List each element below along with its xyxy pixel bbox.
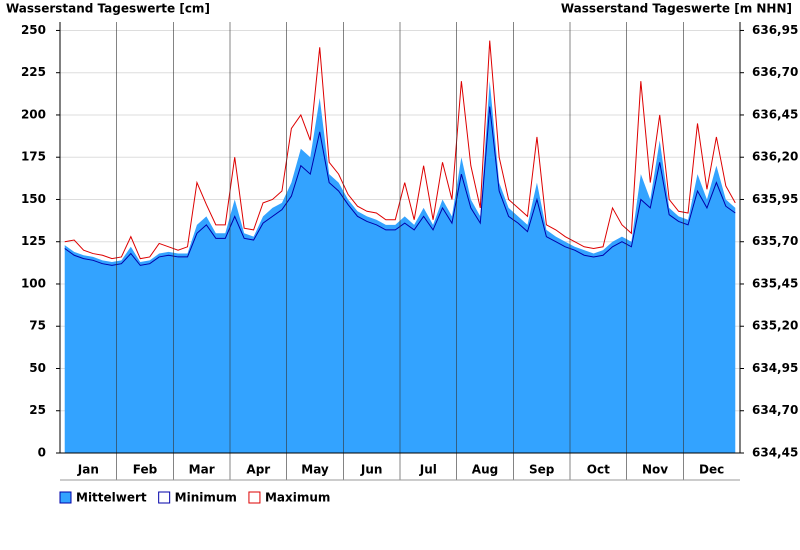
x-tick-label: Feb xyxy=(133,463,158,477)
y2-tick-label: 636,70 xyxy=(752,65,798,79)
x-tick-label: Jun xyxy=(360,463,383,477)
y-tick-label: 100 xyxy=(21,276,46,290)
x-tick-label: May xyxy=(301,463,329,477)
x-tick-label: Mar xyxy=(189,463,215,477)
y2-tick-label: 634,45 xyxy=(752,446,798,460)
y-tick-label: 125 xyxy=(21,234,46,248)
y-tick-label: 225 xyxy=(21,65,46,79)
legend-label: Minimum xyxy=(175,491,237,505)
y-tick-label: 50 xyxy=(29,361,46,375)
y-tick-label: 75 xyxy=(29,319,46,333)
y2-tick-label: 634,95 xyxy=(752,361,798,375)
legend-swatch xyxy=(158,491,171,504)
x-tick-label: Apr xyxy=(246,463,270,477)
y2-tick-label: 635,45 xyxy=(752,276,798,290)
x-tick-label: Sep xyxy=(529,463,555,477)
y2-tick-label: 635,20 xyxy=(752,319,798,333)
x-tick-label: Aug xyxy=(472,463,498,477)
y2-tick-label: 634,70 xyxy=(752,403,798,417)
y2-tick-label: 636,20 xyxy=(752,150,798,164)
y-tick-label: 150 xyxy=(21,192,46,206)
y2-tick-label: 635,70 xyxy=(752,234,798,248)
legend-swatch xyxy=(248,491,261,504)
legend-swatch xyxy=(59,491,72,504)
y-tick-label: 175 xyxy=(21,150,46,164)
x-tick-label: Jul xyxy=(419,463,437,477)
x-tick-label: Jan xyxy=(77,463,99,477)
y-tick-label: 25 xyxy=(29,403,46,417)
y2-tick-label: 636,95 xyxy=(752,23,798,37)
y-tick-label: 0 xyxy=(38,446,46,460)
y-tick-label: 250 xyxy=(21,23,46,37)
x-tick-label: Oct xyxy=(587,463,610,477)
y-tick-label: 200 xyxy=(21,107,46,121)
chart-title: Wasserstand Tageswerte [cm] xyxy=(6,2,210,16)
chart-title-right: Wasserstand Tageswerte [m NHN] xyxy=(561,2,792,16)
legend-label: Maximum xyxy=(265,491,330,505)
x-tick-label: Nov xyxy=(642,463,668,477)
x-tick-label: Dec xyxy=(699,463,724,477)
legend-label: Mittelwert xyxy=(76,491,147,505)
y2-tick-label: 636,45 xyxy=(752,107,798,121)
y2-tick-label: 635,95 xyxy=(752,192,798,206)
